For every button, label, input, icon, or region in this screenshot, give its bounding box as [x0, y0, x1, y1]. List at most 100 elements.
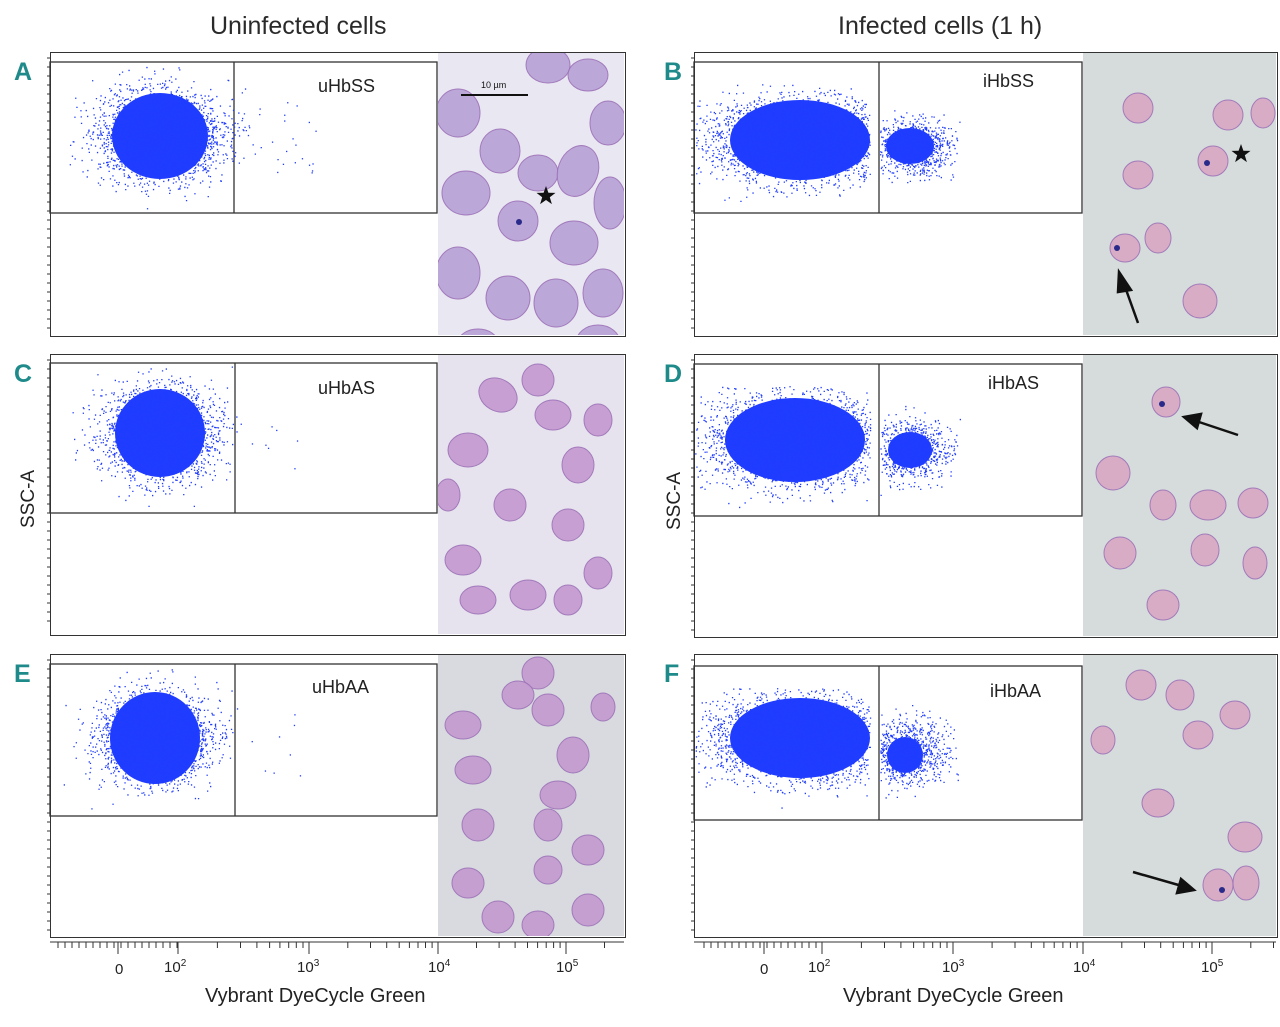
- micrograph-f: [1083, 655, 1276, 936]
- red-blood-cell-f: [1182, 720, 1214, 750]
- red-blood-cell-e: [521, 910, 555, 936]
- red-blood-cell-e: [454, 755, 492, 785]
- red-blood-cell-d: [1237, 487, 1269, 519]
- red-blood-cell-f: [1141, 788, 1175, 818]
- red-blood-cell-a: [556, 145, 600, 197]
- column-title-infected: Infected cells (1 h): [838, 12, 1043, 40]
- x-axis-left: [50, 941, 624, 954]
- red-blood-cell-b: [1197, 145, 1229, 177]
- red-blood-cell-d: [1149, 489, 1177, 521]
- x-tick-label-left-1: 102: [164, 958, 187, 976]
- red-blood-cell-e: [521, 656, 555, 690]
- sample-label-a: uHbSS: [318, 76, 376, 96]
- red-blood-cell-a: [549, 220, 599, 266]
- panel-letter-a: A: [14, 58, 33, 86]
- x-tick-label-left-3: 104: [428, 958, 451, 976]
- red-blood-cell-e: [444, 710, 482, 740]
- red-blood-cell-e: [556, 736, 590, 774]
- red-blood-cell-a: [441, 170, 491, 216]
- y-axis-label-left: SSC-A: [18, 469, 39, 528]
- red-blood-cell-b: [1182, 283, 1218, 319]
- red-blood-cell-d: [1146, 589, 1180, 621]
- red-blood-cell-c: [509, 579, 547, 611]
- parasite-b: [1114, 245, 1120, 251]
- x-tick-label-left-0: 0: [115, 961, 124, 978]
- red-blood-cell-e: [539, 780, 577, 810]
- red-blood-cell-d: [1189, 489, 1227, 521]
- red-blood-cell-d: [1242, 546, 1268, 580]
- micrograph-svg-f: [1083, 655, 1276, 936]
- x-axis-label-left: Vybrant DyeCycle Green: [205, 985, 426, 1007]
- red-blood-cell-f: [1227, 821, 1263, 853]
- red-blood-cell-a: [582, 268, 624, 318]
- micrograph-b: [1083, 53, 1276, 335]
- red-blood-cell-c: [438, 478, 461, 512]
- red-blood-cell-b: [1144, 222, 1172, 254]
- x-axis-right: [694, 941, 1276, 954]
- red-blood-cell-e: [571, 893, 605, 927]
- x-tick-label-left-2: 103: [297, 958, 320, 976]
- sample-label-c: uHbAS: [318, 378, 376, 398]
- red-blood-cell-e: [571, 834, 605, 866]
- red-blood-cell-d: [1095, 455, 1131, 491]
- red-blood-cell-a: [525, 53, 571, 84]
- sample-label-e: uHbAA: [312, 677, 370, 697]
- red-blood-cell-f: [1202, 868, 1234, 902]
- y-axis-label-right: SSC-A: [664, 471, 685, 530]
- parasite-a: [516, 219, 522, 225]
- red-blood-cell-c: [583, 556, 613, 590]
- scale-bar-label: 10 µm: [481, 80, 507, 90]
- sample-label-d: iHbAS: [988, 373, 1040, 393]
- red-blood-cell-d: [1151, 386, 1181, 418]
- x-axis-label-right: Vybrant DyeCycle Green: [843, 985, 1064, 1007]
- red-blood-cell-b: [1122, 160, 1154, 190]
- red-blood-cell-c: [478, 377, 518, 413]
- micrograph-c: [438, 355, 624, 634]
- red-blood-cell-c: [493, 488, 527, 522]
- red-blood-cell-c: [551, 508, 585, 542]
- red-blood-cell-e: [590, 692, 616, 722]
- sample-label-b: iHbSS: [983, 71, 1035, 91]
- parasite-d: [1159, 401, 1165, 407]
- micrograph-svg-d: [1083, 355, 1276, 636]
- red-blood-cell-a: [517, 154, 559, 192]
- red-blood-cell-e: [461, 808, 495, 842]
- x-tick-label-right-2: 103: [942, 958, 965, 976]
- micrograph-svg-b: [1083, 53, 1276, 335]
- red-blood-cell-a: [533, 278, 579, 328]
- red-blood-cell-a: [460, 328, 496, 335]
- red-blood-cell-f: [1219, 700, 1251, 730]
- red-blood-cell-a: [438, 246, 481, 300]
- red-blood-cell-d: [1103, 536, 1137, 570]
- red-blood-cell-c: [553, 584, 583, 616]
- sample-label-f: iHbAA: [990, 681, 1042, 701]
- parasite-b: [1204, 160, 1210, 166]
- red-blood-cell-e: [451, 867, 485, 899]
- red-blood-cell-b: [1109, 233, 1141, 263]
- red-blood-cell-f: [1125, 669, 1157, 701]
- panel-letter-e: E: [14, 660, 31, 688]
- x-tick-label-right-1: 102: [808, 958, 831, 976]
- red-blood-cell-c: [444, 544, 482, 576]
- red-blood-cell-e: [501, 680, 535, 710]
- red-blood-cell-c: [561, 446, 595, 484]
- panel-letter-c: C: [14, 360, 33, 388]
- red-blood-cell-e: [531, 693, 565, 727]
- red-blood-cell-f: [1232, 865, 1260, 901]
- micrograph-svg-c: [438, 355, 624, 634]
- red-blood-cell-c: [459, 585, 497, 615]
- red-blood-cell-e: [481, 900, 515, 934]
- x-tick-label-right-4: 105: [1201, 958, 1224, 976]
- panel-letter-d: D: [664, 360, 683, 388]
- panel-letter-f: F: [664, 660, 680, 688]
- red-blood-cell-a: [485, 275, 531, 321]
- red-blood-cell-a: [577, 324, 619, 335]
- red-blood-cell-c: [583, 403, 613, 437]
- x-tick-label-left-4: 105: [556, 958, 579, 976]
- red-blood-cell-c: [521, 363, 555, 397]
- red-blood-cell-e: [533, 808, 563, 842]
- red-blood-cell-a: [593, 176, 624, 230]
- red-blood-cell-a: [479, 128, 521, 174]
- red-blood-cell-b: [1122, 92, 1154, 124]
- red-blood-cell-a: [567, 58, 609, 92]
